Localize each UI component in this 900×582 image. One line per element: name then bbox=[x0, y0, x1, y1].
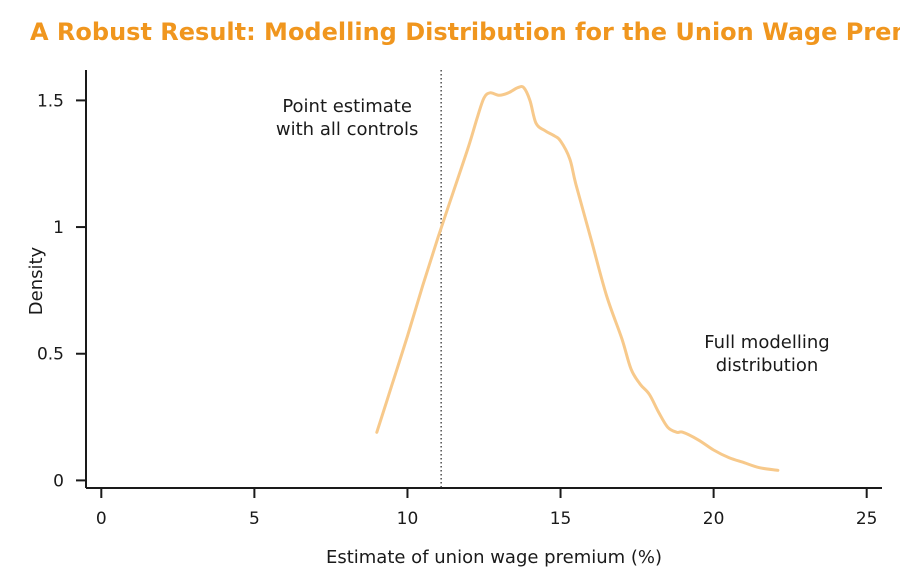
point-estimate-label: Point estimate bbox=[282, 96, 412, 117]
distribution-label: distribution bbox=[716, 355, 819, 376]
x-tick-label: 0 bbox=[96, 509, 107, 529]
x-tick-label: 5 bbox=[249, 509, 260, 529]
plot-area: 0 5 10 15 20 25 0 0.5 1 1.5 Estimate of union wage… bbox=[26, 70, 882, 568]
x-tick-label: 10 bbox=[397, 509, 419, 529]
chart-title: A Robust Result: Modelling Distribution … bbox=[30, 18, 900, 46]
x-axis-label: Estimate of union wage premium (%) bbox=[326, 547, 662, 568]
x-tick-label: 20 bbox=[703, 509, 725, 529]
point-estimate-label: with all controls bbox=[276, 119, 418, 140]
y-tick-label: 1 bbox=[53, 218, 64, 238]
density-curve bbox=[375, 85, 780, 472]
x-tick-label: 25 bbox=[856, 509, 878, 529]
y-tick-label: 1.5 bbox=[37, 91, 64, 111]
y-axis-label: Density bbox=[26, 246, 47, 315]
x-tick-label: 15 bbox=[550, 509, 572, 529]
distribution-label: Full modelling bbox=[704, 332, 829, 353]
y-tick-label: 0.5 bbox=[37, 345, 64, 365]
y-tick-label: 0 bbox=[53, 471, 64, 491]
